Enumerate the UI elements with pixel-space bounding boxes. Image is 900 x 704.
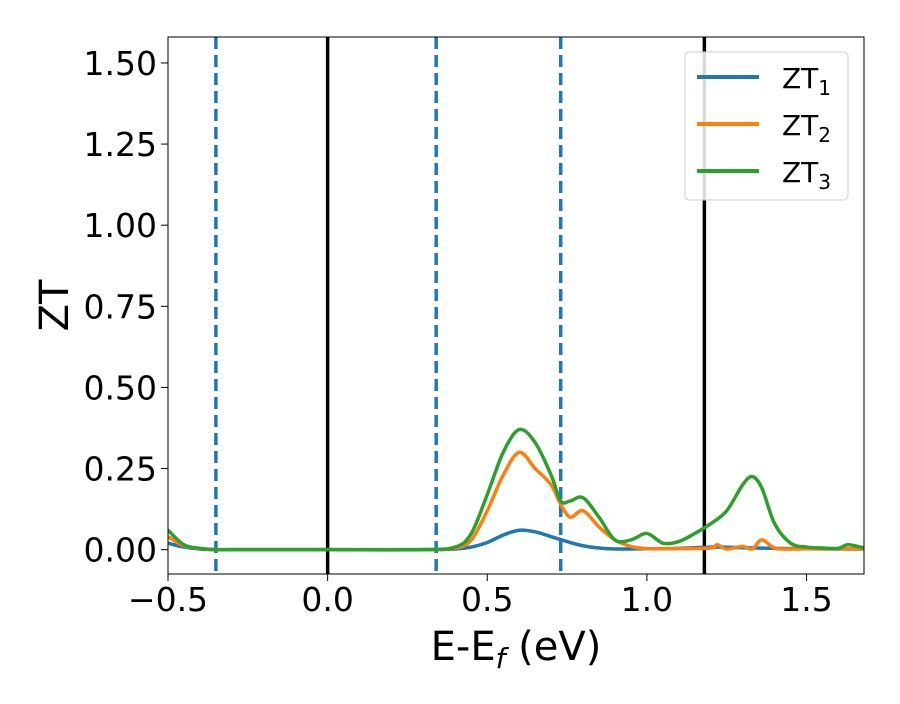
series-line-3 — [168, 427, 864, 552]
legend: ZT1 ZT2 ZT3 — [684, 51, 849, 201]
x-axis-label: E-Ef (eV) — [431, 624, 602, 675]
legend-box — [684, 51, 849, 201]
x-tick-label-2: 0.5 — [461, 580, 513, 619]
x-tick-label-3: 1.0 — [621, 580, 673, 619]
y-tick-label-6: 1.50 — [84, 44, 157, 83]
y-tick-label-5: 1.25 — [84, 125, 157, 164]
series-line-2 — [168, 450, 864, 552]
x-tick-label-1: 0.0 — [301, 580, 353, 619]
plot-frame — [167, 36, 865, 575]
y-tick-label-0: 0.00 — [84, 531, 157, 570]
y-tick-label-4: 1.00 — [84, 206, 157, 245]
legend-label-3: ZT3 — [782, 156, 831, 194]
y-tick-label-2: 0.50 — [84, 368, 157, 407]
legend-label-2: ZT2 — [782, 109, 831, 147]
x-tick-label-4: 1.5 — [780, 580, 832, 619]
legend-label-1: ZT1 — [782, 62, 831, 100]
y-tick-label-1: 0.25 — [84, 450, 157, 489]
x-tick-label-0: −0.5 — [128, 580, 208, 619]
axis-layer: −0.5 0.0 0.5 1.0 1.5 0.00 0.25 0.50 0.75 1.00 1.25… — [32, 44, 833, 675]
y-axis-label: ZT — [32, 279, 78, 331]
y-tick-label-3: 0.75 — [84, 287, 157, 326]
